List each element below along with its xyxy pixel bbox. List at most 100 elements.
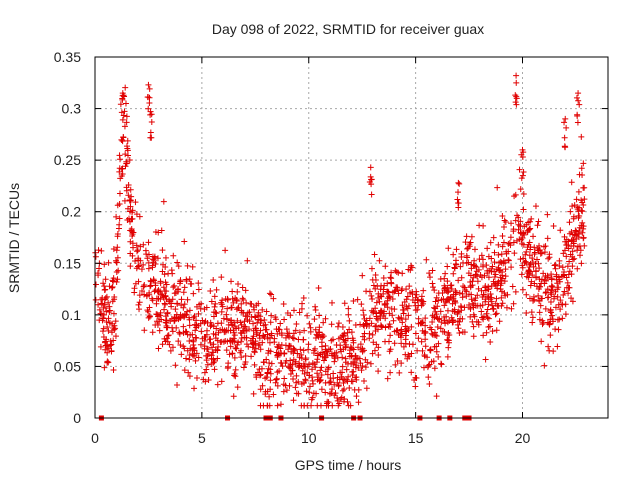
data-point — [273, 376, 280, 383]
data-point — [114, 244, 121, 251]
data-point — [299, 367, 306, 374]
data-point — [527, 260, 534, 267]
data-point — [281, 316, 288, 323]
data-point — [101, 261, 108, 268]
data-point — [546, 347, 553, 354]
data-point — [105, 299, 112, 306]
data-point — [422, 336, 429, 343]
data-point — [420, 364, 427, 371]
data-point — [124, 145, 131, 152]
data-point — [189, 263, 196, 270]
data-point — [349, 368, 356, 375]
data-point — [489, 302, 496, 309]
data-point — [565, 290, 572, 297]
data-point — [103, 293, 110, 300]
data-point — [452, 291, 459, 298]
data-point — [190, 342, 197, 349]
chart-title: Day 098 of 2022, SRMTID for receiver gua… — [212, 21, 484, 37]
data-point — [454, 196, 461, 203]
data-point — [113, 279, 120, 286]
data-point — [366, 315, 373, 322]
data-point — [550, 295, 557, 302]
data-point — [372, 305, 379, 312]
data-point — [155, 345, 162, 352]
data-point — [183, 328, 190, 335]
data-point — [96, 306, 103, 313]
data-point — [574, 265, 581, 272]
data-point — [207, 339, 214, 346]
data-point — [527, 282, 534, 289]
data-point — [443, 313, 450, 320]
data-point — [238, 338, 245, 345]
data-point — [554, 316, 561, 323]
y-tick-label: 0.05 — [54, 358, 81, 374]
data-point — [449, 300, 456, 307]
data-point — [132, 257, 139, 264]
data-point — [578, 133, 585, 140]
data-point — [547, 298, 554, 305]
data-point — [250, 320, 257, 327]
data-point — [538, 338, 545, 345]
data-point — [312, 326, 319, 333]
data-point — [147, 129, 154, 136]
data-point — [232, 345, 239, 352]
data-point — [503, 304, 510, 311]
x-tick-label: 20 — [515, 430, 531, 446]
data-point — [568, 243, 575, 250]
data-point — [384, 304, 391, 311]
data-point — [554, 343, 561, 350]
data-point — [122, 84, 129, 91]
data-point — [162, 293, 169, 300]
data-point — [128, 226, 135, 233]
data-point — [575, 208, 582, 215]
data-point — [112, 318, 119, 325]
data-point — [166, 341, 173, 348]
data-point — [491, 249, 498, 256]
data-point — [135, 257, 142, 264]
data-point — [214, 355, 221, 362]
data-point — [563, 242, 570, 249]
data-point — [533, 256, 540, 263]
data-point — [363, 323, 370, 330]
data-point — [184, 296, 191, 303]
data-point — [580, 225, 587, 232]
data-point — [355, 399, 362, 406]
data-point — [332, 390, 339, 397]
data-point — [532, 203, 539, 210]
data-point — [145, 314, 152, 321]
data-point — [257, 319, 264, 326]
data-point — [536, 242, 543, 249]
data-point — [339, 323, 346, 330]
data-point — [500, 224, 507, 231]
data-point — [341, 330, 348, 337]
data-point — [531, 280, 538, 287]
data-point — [551, 262, 558, 269]
data-point — [303, 388, 310, 395]
data-point — [465, 259, 472, 266]
data-point — [290, 335, 297, 342]
data-point — [523, 248, 530, 255]
data-point — [100, 315, 107, 322]
data-point — [256, 332, 263, 339]
data-point — [443, 296, 450, 303]
data-point — [528, 278, 535, 285]
x-tick-label: 5 — [198, 430, 206, 446]
data-point — [297, 346, 304, 353]
data-point — [166, 297, 173, 304]
data-point — [520, 230, 527, 237]
data-point — [177, 341, 184, 348]
data-point — [104, 359, 111, 366]
data-point — [107, 342, 114, 349]
data-point — [171, 318, 178, 325]
data-point — [350, 297, 357, 304]
data-point — [415, 335, 422, 342]
data-point — [264, 370, 271, 377]
data-point — [423, 256, 430, 263]
data-point — [394, 357, 401, 364]
data-point — [223, 311, 230, 318]
data-point — [145, 265, 152, 272]
data-point — [307, 328, 314, 335]
data-point — [422, 322, 429, 329]
data-point — [408, 323, 415, 330]
data-point — [175, 315, 182, 322]
